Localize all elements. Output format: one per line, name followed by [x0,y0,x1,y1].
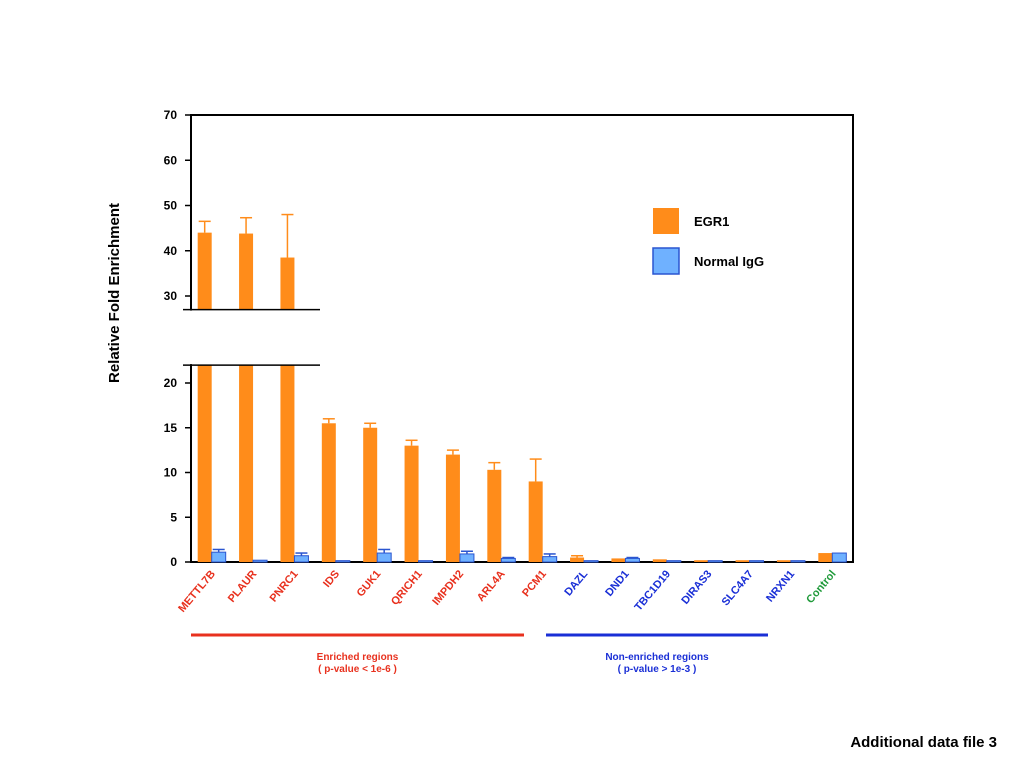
bar-egr1-tbc1d19 [652,559,667,562]
x-tick-label-guk1: GUK1 [355,568,384,599]
x-tick-label-plaur: PLAUR [226,568,260,605]
bar-normal-igg-qrich1 [418,560,434,563]
x-tick-label-diras3: DIRAS3 [679,568,714,607]
legend-swatch-normal-igg [652,247,680,275]
bar-normal-igg-impdh2 [459,553,475,563]
x-tick-label-nrxn1: NRXN1 [764,568,797,604]
x-tick-label-mettl7b: METTL7B [176,568,218,615]
bar-egr1-guk1 [363,427,378,562]
x-tick-label-slc4a7: SLC4A7 [720,568,756,608]
bar-normal-igg-control [831,552,847,563]
legend: EGR1 Normal IgG [652,208,764,275]
bar-normal-igg-guk1 [376,552,392,563]
bars [183,115,847,563]
legend-swatch-egr1 [653,208,679,234]
bar-egr1-mettl7b-lower [197,365,212,562]
bar-egr1-impdh2 [445,454,460,562]
y-tick-label: 40 [164,244,178,258]
bar-egr1-plaur-lower [239,365,254,562]
bar-egr1-mettl7b-upper [197,232,212,310]
bar-egr1-pnrc1-upper [280,257,295,310]
x-tick-label-dazl: DAZL [562,568,590,598]
y-axis: 0 5 10 15 20 30 40 50 60 70 [164,108,191,569]
bar-normal-igg-dnd1 [624,557,640,563]
y-tick-label: 20 [164,376,178,390]
y-tick-label: 60 [164,153,178,167]
bar-egr1-diras3 [694,560,709,562]
y-axis-label: Relative Fold Enrichment [106,203,123,383]
x-tick-label-pnrc1: PNRC1 [268,568,301,604]
y-tick-label: 5 [170,510,177,524]
y-tick-label: 70 [164,108,178,122]
bar-normal-igg-tbc1d19 [666,560,682,563]
bar-egr1-pnrc1-lower [280,365,295,562]
bar-normal-igg-pnrc1 [293,555,309,563]
legend-label-normal-igg: Normal IgG [694,254,764,269]
y-tick-label: 10 [164,466,178,480]
bar-normal-igg-nrxn1 [790,560,806,563]
bar-normal-igg-slc4a7 [749,560,765,563]
x-tick-label-ids: IDS [321,568,342,590]
axis-break-gap [183,310,320,365]
y-tick-label: 0 [170,555,177,569]
x-tick-label-tbc1d19: TBC1D19 [632,568,673,613]
y-tick-label: 15 [164,421,178,435]
bar-egr1-slc4a7 [735,560,750,562]
bar-egr1-nrxn1 [776,560,791,562]
y-tick-label: 50 [164,199,178,213]
group-brackets: Enriched regions( p-value < 1e-6 ) Non-en… [191,633,768,675]
footer-caption: Additional data file 3 [850,734,997,751]
x-tick-label-arl4a: ARL4A [475,568,508,604]
bar-egr1-control [818,553,833,562]
bar-normal-igg-arl4a [500,557,516,563]
bar-normal-igg-plaur [252,559,268,563]
x-axis-labels: METTL7B PLAUR PNRC1 IDS GUK1 QRICH1 IMPDH2 ARL4… [176,568,838,615]
bar-egr1-ids [321,423,336,562]
x-tick-label-impdh2: IMPDH2 [430,568,466,608]
bar-normal-igg-ids [335,560,351,563]
bar-egr1-qrich1 [404,445,419,562]
bar-egr1-plaur-upper [239,233,254,310]
legend-label-egr1: EGR1 [694,214,729,229]
x-tick-label-pcm1: PCM1 [520,568,549,599]
group-bracket-sublabel: ( p-value < 1e-6 ) [318,664,397,675]
group-bracket-sublabel: ( p-value > 1e-3 ) [618,664,697,675]
bar-normal-igg-pcm1 [542,556,558,563]
bar-egr1-dazl [570,557,585,562]
x-tick-label-qrich1: QRICH1 [389,568,425,608]
bar-egr1-pcm1 [528,481,543,562]
y-tick-label: 30 [164,289,178,303]
bar-egr1-arl4a [487,469,502,562]
bar-normal-igg-mettl7b [211,551,227,563]
group-bracket-label: Enriched regions [317,652,399,663]
x-tick-label-control: Control [804,568,838,606]
x-tick-label-dnd1: DND1 [603,568,631,599]
bar-normal-igg-diras3 [707,560,723,563]
bar-normal-igg-dazl [583,560,599,563]
bar-egr1-dnd1 [611,558,626,562]
group-bracket-label: Non-enriched regions [605,652,709,663]
